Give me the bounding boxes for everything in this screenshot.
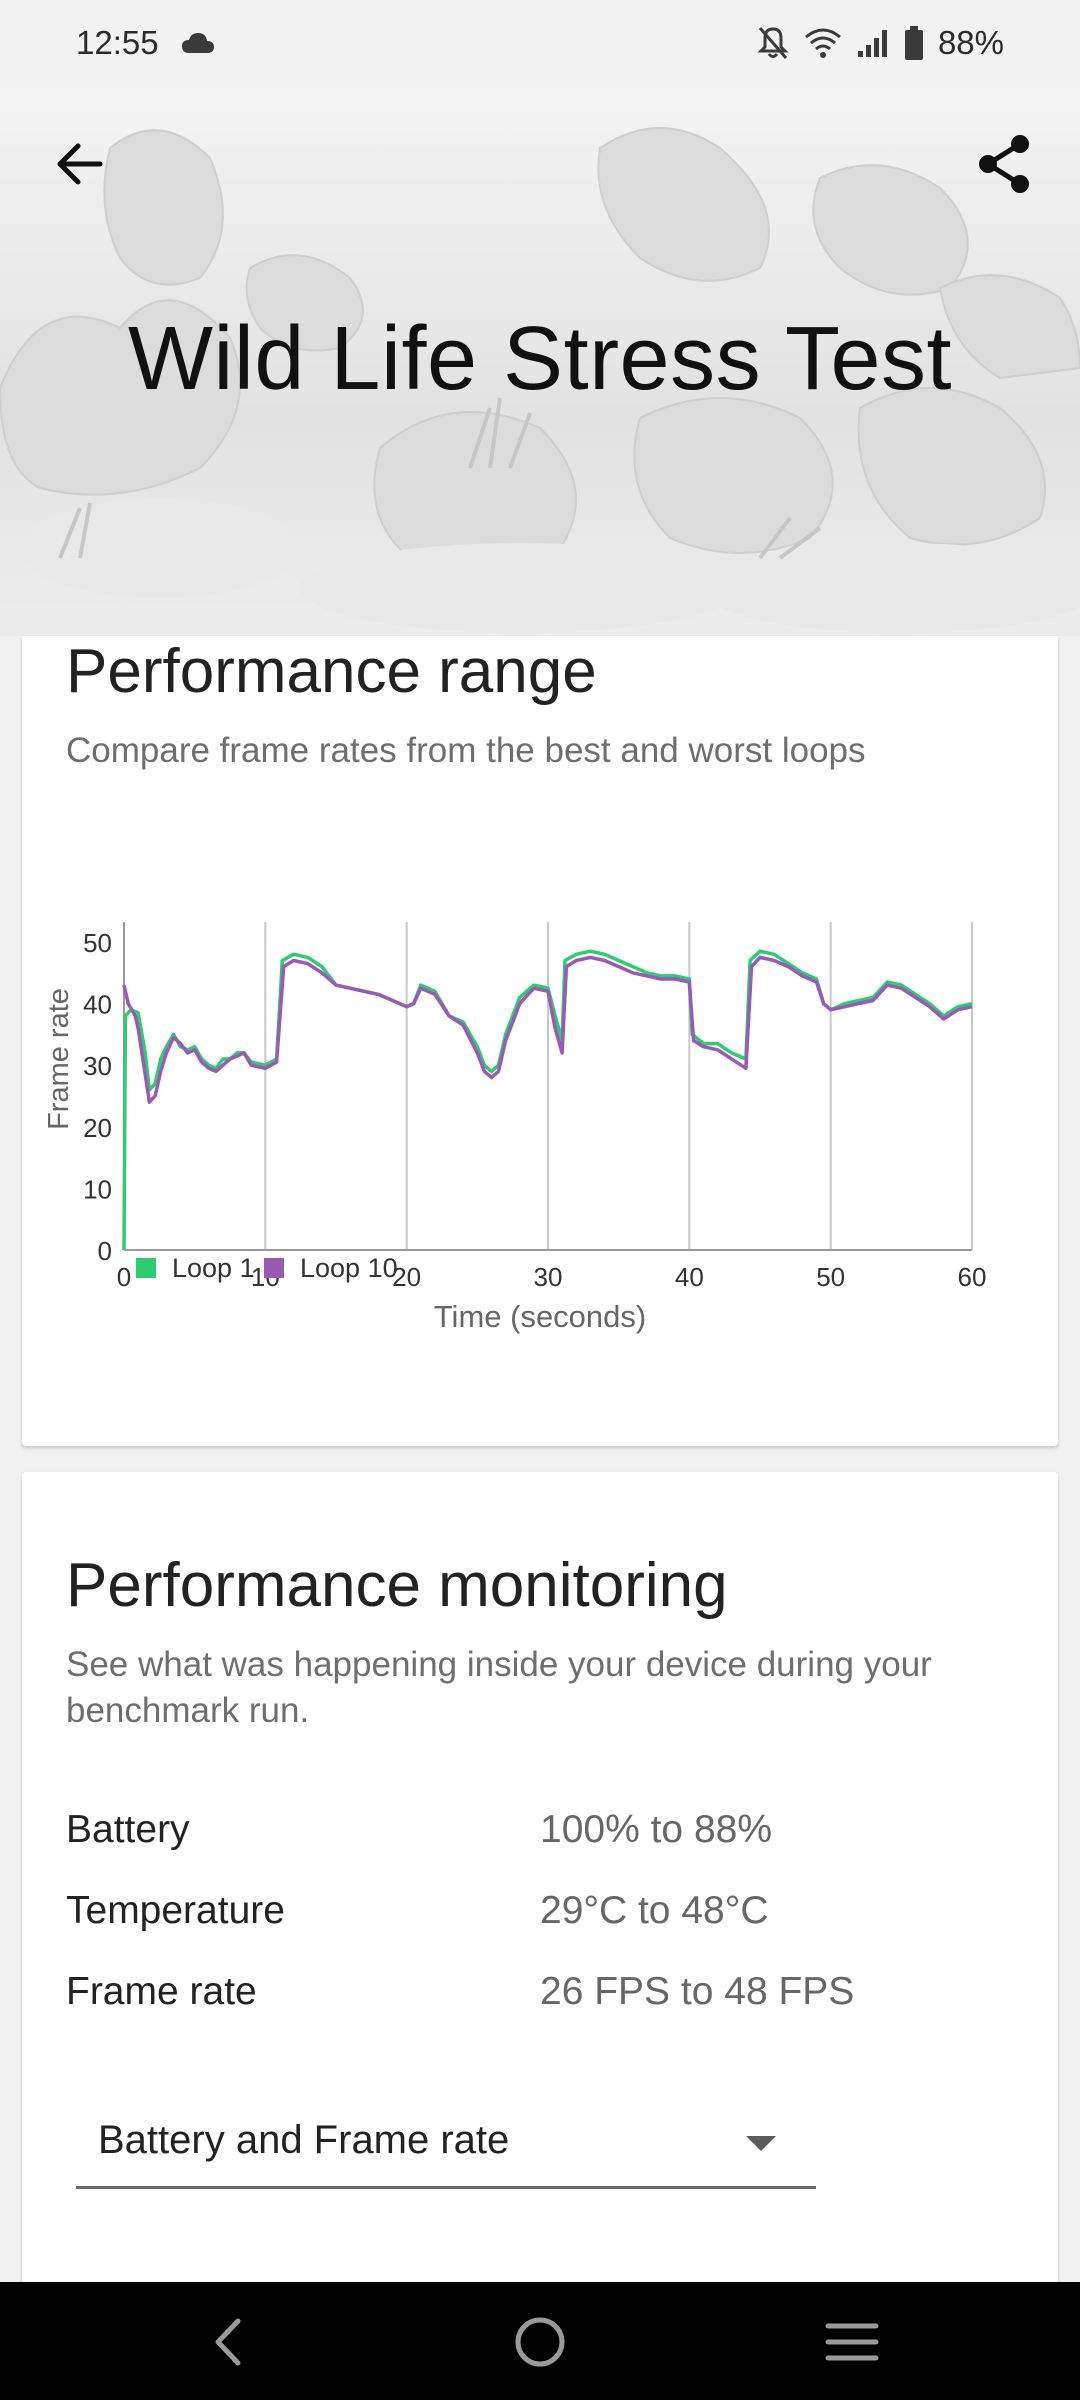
performance-range-subtitle: Compare frame rates from the best and wo… — [66, 731, 866, 770]
legend-label-loop-10: Loop 10 — [300, 1253, 398, 1283]
stat-value: 100% to 88% — [540, 1808, 773, 1851]
performance-monitoring-title: Performance monitoring — [66, 1551, 728, 1620]
x-tick-label: 0 — [117, 1262, 131, 1292]
nav-home-button[interactable] — [500, 2302, 580, 2382]
y-tick-label: 10 — [83, 1174, 112, 1204]
stat-row-temperature: Temperature 29°C to 48°C — [66, 1889, 1026, 1949]
share-icon — [979, 135, 1029, 193]
battery-icon — [904, 26, 923, 60]
back-button[interactable] — [44, 128, 116, 200]
battery-percent: 88% — [937, 24, 1004, 61]
header-background-image — [0, 127, 1080, 633]
legend-label-loop-1: Loop 1 — [172, 1253, 255, 1283]
x-tick-label: 30 — [534, 1262, 563, 1292]
nav-home-icon — [515, 2317, 565, 2367]
notifications-off-icon — [757, 27, 789, 59]
y-axis-label: Frame rate — [43, 988, 75, 1130]
legend-swatch-loop-1 — [136, 1258, 156, 1278]
navigation-bar — [0, 2282, 1080, 2400]
status-bar: 12:55 88% — [0, 0, 1080, 88]
arrow-left-icon — [57, 143, 103, 185]
x-axis-label: Time (seconds) — [434, 1299, 646, 1334]
performance-range-title: Performance range — [66, 637, 597, 706]
nav-back-button[interactable] — [188, 2302, 268, 2382]
series-line-loop-10 — [122, 955, 973, 1104]
status-icons: 88% — [756, 24, 1004, 62]
nav-recents-icon — [825, 2323, 879, 2361]
page-title: Wild Life Stress Test — [127, 309, 953, 409]
nav-recents-button[interactable] — [812, 2302, 892, 2382]
signal-icon — [857, 30, 887, 57]
header-banner: Wild Life Stress Test — [0, 88, 1080, 636]
dropdown-arrow-icon — [746, 2136, 776, 2151]
stat-label: Battery — [66, 1808, 190, 1851]
x-tick-label: 40 — [675, 1262, 704, 1292]
x-tick-label: 20 — [392, 1262, 421, 1292]
y-tick-label: 40 — [83, 990, 112, 1020]
performance-monitoring-subtitle: See what was happening inside your devic… — [66, 1645, 932, 1730]
share-button[interactable] — [964, 124, 1044, 204]
y-tick-label: 0 — [98, 1236, 112, 1266]
performance-range-card: Performance range Compare frame rates fr… — [22, 636, 1058, 1446]
stat-value: 26 FPS to 48 FPS — [540, 1970, 855, 2013]
stat-label: Temperature — [66, 1889, 285, 1932]
x-tick-label: 60 — [958, 1262, 987, 1292]
dropdown-selected-value: Battery and Frame rate — [98, 2118, 510, 2162]
cloud-icon — [182, 33, 214, 53]
status-time: 12:55 — [76, 24, 159, 61]
stat-value: 29°C to 48°C — [540, 1889, 769, 1932]
y-tick-label: 30 — [83, 1051, 112, 1081]
stat-row-battery: Battery 100% to 88% — [66, 1808, 1026, 1868]
y-tick-label: 50 — [83, 928, 112, 958]
legend-swatch-loop-10 — [264, 1258, 284, 1278]
chart-selector-dropdown[interactable]: Battery and Frame rate — [76, 2102, 816, 2189]
wifi-icon — [804, 28, 841, 58]
stat-label: Frame rate — [66, 1970, 257, 2013]
performance-monitoring-card: Performance monitoring See what was happ… — [22, 1472, 1058, 2292]
stat-row-frame-rate: Frame rate 26 FPS to 48 FPS — [66, 1970, 1026, 2030]
x-tick-label: 50 — [816, 1262, 845, 1292]
series-line-loop-1 — [122, 949, 973, 1251]
nav-back-icon — [215, 2318, 241, 2366]
y-tick-label: 20 — [83, 1113, 112, 1143]
